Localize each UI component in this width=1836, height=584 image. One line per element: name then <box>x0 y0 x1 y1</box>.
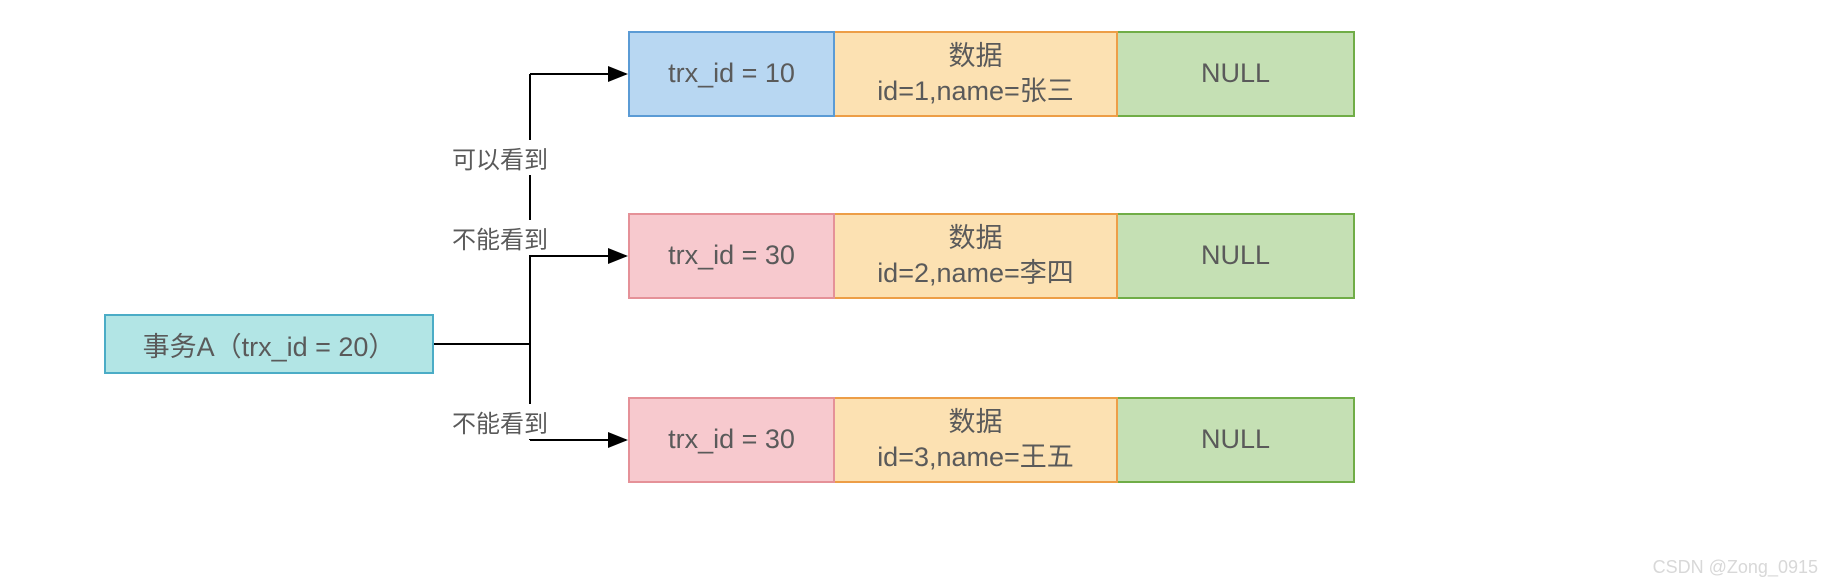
edge-label: 不能看到 <box>450 220 550 255</box>
edge-label: 不能看到 <box>450 404 550 439</box>
source-label: 事务A（trx_id = 20） <box>143 325 396 364</box>
cell-text: 数据 <box>949 221 1003 256</box>
trx-id-cell: trx_id = 30 <box>628 213 835 299</box>
cell-text: trx_id = 30 <box>668 422 795 457</box>
data-row: trx_id = 10 数据id=1,name=张三 NULL <box>628 31 1355 117</box>
data-cell: 数据id=3,name=王五 <box>835 397 1118 483</box>
null-cell: NULL <box>1118 397 1355 483</box>
cell-text: 数据 <box>949 39 1003 74</box>
cell-text: NULL <box>1201 422 1270 457</box>
trx-id-cell: trx_id = 10 <box>628 31 835 117</box>
source-transaction-box: 事务A（trx_id = 20） <box>104 314 434 374</box>
cell-text: id=3,name=王五 <box>877 440 1074 475</box>
watermark: CSDN @Zong_0915 <box>1653 557 1818 578</box>
data-row: trx_id = 30 数据id=2,name=李四 NULL <box>628 213 1355 299</box>
edge-label: 可以看到 <box>450 140 550 175</box>
cell-text: trx_id = 10 <box>668 56 795 91</box>
cell-text: 数据 <box>949 405 1003 440</box>
null-cell: NULL <box>1118 213 1355 299</box>
null-cell: NULL <box>1118 31 1355 117</box>
cell-text: id=2,name=李四 <box>877 256 1074 291</box>
trx-id-cell: trx_id = 30 <box>628 397 835 483</box>
data-cell: 数据id=2,name=李四 <box>835 213 1118 299</box>
data-row: trx_id = 30 数据id=3,name=王五 NULL <box>628 397 1355 483</box>
cell-text: id=1,name=张三 <box>877 74 1074 109</box>
cell-text: trx_id = 30 <box>668 238 795 273</box>
data-cell: 数据id=1,name=张三 <box>835 31 1118 117</box>
cell-text: NULL <box>1201 56 1270 91</box>
cell-text: NULL <box>1201 238 1270 273</box>
